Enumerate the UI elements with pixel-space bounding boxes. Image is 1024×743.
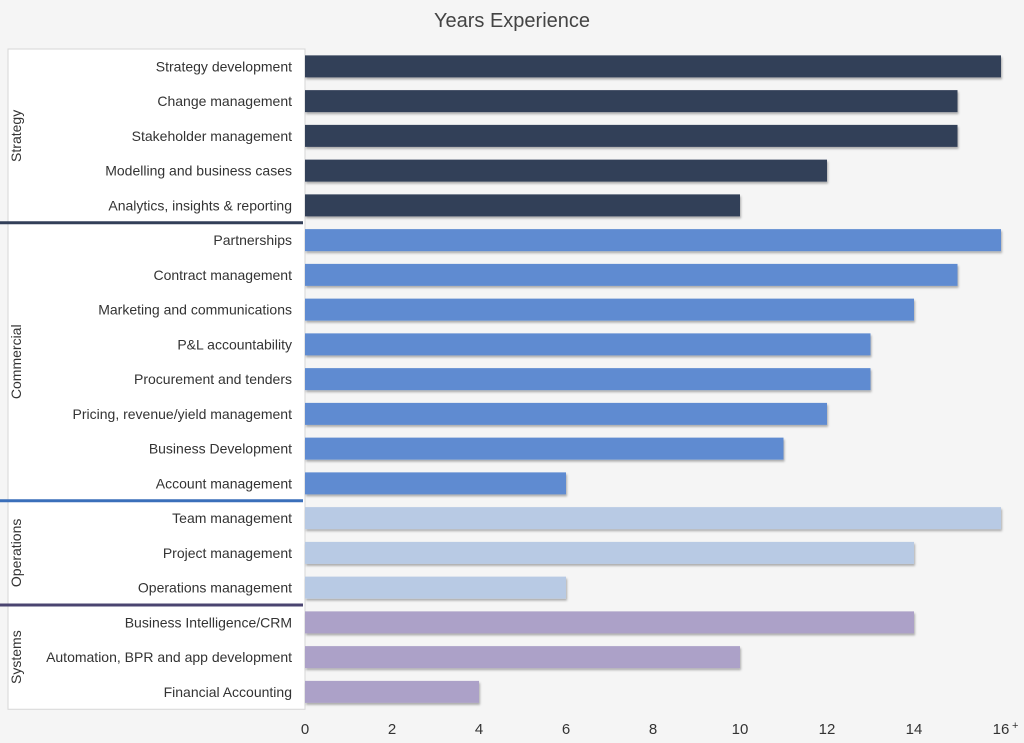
bar (305, 541, 914, 564)
x-axis: 0 2 4 6 8 10 12 14 16 + (301, 720, 1019, 738)
x-tick-label: 8 (649, 721, 657, 738)
bar (305, 472, 566, 495)
bar (305, 229, 1001, 252)
category-label: Strategy development (156, 58, 292, 74)
x-tick-suffix: + (1012, 720, 1018, 732)
category-label-panel: Strategy development Change management Sta… (0, 48, 306, 710)
bar (305, 507, 1001, 530)
bar (305, 368, 871, 391)
bar (305, 437, 784, 460)
group-label: Systems (8, 630, 24, 684)
category-label: Team management (172, 510, 292, 526)
category-label: Financial Accounting (164, 684, 292, 700)
bars (305, 55, 1001, 703)
category-label: Marketing and communications (98, 302, 292, 318)
chart-title: Years Experience (434, 10, 590, 32)
bar (305, 402, 827, 425)
category-label: Business Intelligence/CRM (125, 614, 292, 630)
category-label: Automation, BPR and app development (46, 649, 292, 665)
bar (305, 611, 914, 634)
bar (305, 333, 871, 356)
group-label: Strategy (8, 110, 24, 162)
category-label: Modelling and business cases (105, 163, 292, 179)
bar (305, 159, 827, 182)
bar (305, 680, 479, 703)
category-label: Stakeholder management (132, 128, 292, 144)
category-label: Operations management (138, 580, 292, 596)
bar (305, 263, 958, 286)
category-label: Business Development (149, 441, 292, 457)
category-label: Contract management (153, 267, 292, 283)
bar (305, 646, 740, 669)
x-tick-label: 0 (301, 721, 309, 738)
group-label: Commercial (8, 324, 24, 399)
bar (305, 194, 740, 217)
label-panel-background (7, 48, 306, 710)
x-tick-label: 12 (819, 721, 836, 738)
category-label: Change management (157, 93, 292, 109)
category-label: Account management (156, 475, 292, 491)
x-tick-label: 6 (562, 721, 570, 738)
bar (305, 124, 958, 147)
x-tick-label: 16 (993, 721, 1010, 738)
x-tick-label: 14 (906, 721, 923, 738)
category-label: Pricing, revenue/yield management (73, 406, 293, 422)
category-label: P&L accountability (177, 336, 292, 352)
category-label: Procurement and tenders (134, 371, 292, 387)
x-tick-label: 10 (732, 721, 749, 738)
group-label: Operations (8, 519, 24, 587)
category-label: Project management (163, 545, 292, 561)
bar (305, 90, 958, 113)
x-tick-label: 4 (475, 721, 483, 738)
category-label: Analytics, insights & reporting (108, 197, 292, 213)
bar (305, 55, 1001, 78)
x-tick-label: 2 (388, 721, 396, 738)
bar (305, 576, 566, 599)
bar (305, 298, 914, 321)
category-label: Partnerships (213, 232, 292, 248)
